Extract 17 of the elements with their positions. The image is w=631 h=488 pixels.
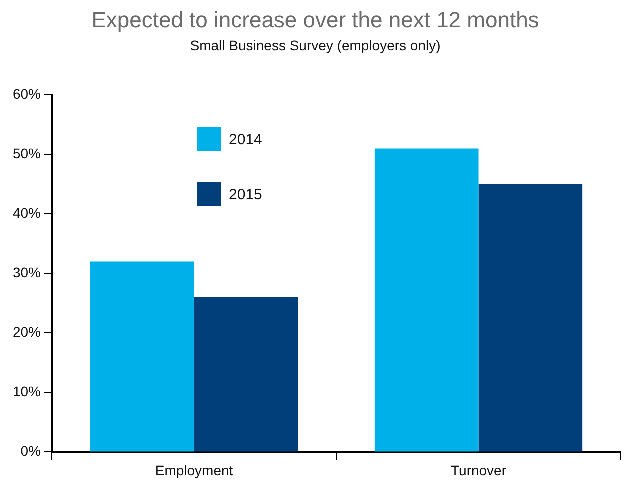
y-tick-label: 40%: [12, 205, 42, 222]
bar: [90, 262, 194, 452]
y-tick-label: 50%: [12, 146, 42, 162]
bar: [478, 184, 583, 452]
bar: [194, 298, 298, 452]
x-tick-label: Turnover: [450, 462, 507, 478]
legend-label: 2014: [229, 131, 262, 148]
bar: [374, 148, 479, 452]
y-tick-label: 0%: [20, 443, 42, 460]
chart-title: Expected to increase over the next 12 months: [92, 7, 540, 32]
y-tick-label: 60%: [12, 86, 42, 102]
chart-subtitle: Small Business Survey (employers only): [190, 38, 441, 54]
y-tick-label: 30%: [12, 264, 42, 281]
y-tick-label: 20%: [12, 324, 42, 340]
y-tick-label: 10%: [12, 384, 42, 400]
x-tick-label: Employment: [155, 462, 234, 478]
legend-label: 2015: [229, 186, 262, 204]
